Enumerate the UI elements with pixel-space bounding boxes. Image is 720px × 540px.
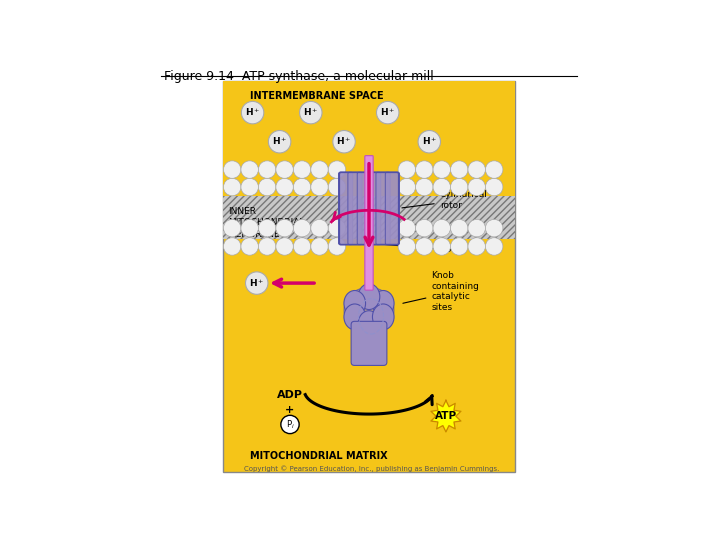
FancyBboxPatch shape	[348, 172, 362, 245]
Ellipse shape	[358, 284, 380, 309]
Text: H$^+$: H$^+$	[303, 106, 318, 118]
Circle shape	[246, 272, 268, 294]
Bar	[223, 82, 515, 196]
Text: Knob
containing
catalytic
sites: Knob containing catalytic sites	[403, 271, 480, 312]
Circle shape	[418, 131, 441, 153]
Text: H$^+$: H$^+$	[272, 136, 287, 147]
Text: Cylindrical
rotor: Cylindrical rotor	[402, 190, 487, 210]
Circle shape	[415, 178, 433, 196]
Text: Rod: Rod	[377, 244, 456, 254]
Circle shape	[398, 219, 415, 237]
Circle shape	[333, 131, 355, 153]
FancyBboxPatch shape	[351, 321, 387, 366]
Circle shape	[241, 178, 258, 196]
Circle shape	[223, 219, 241, 237]
Circle shape	[300, 102, 322, 124]
Text: INNER
MITOCHONDRIAL
MEMBRANE: INNER MITOCHONDRIAL MEMBRANE	[228, 206, 304, 239]
Text: ATP: ATP	[435, 411, 457, 421]
Circle shape	[485, 178, 503, 196]
Ellipse shape	[344, 287, 394, 333]
Circle shape	[276, 161, 293, 178]
Ellipse shape	[344, 304, 366, 330]
Circle shape	[293, 219, 311, 237]
Circle shape	[468, 238, 485, 255]
Circle shape	[281, 415, 299, 434]
Text: +: +	[285, 405, 294, 415]
Circle shape	[451, 219, 468, 237]
Circle shape	[293, 161, 311, 178]
Circle shape	[415, 238, 433, 255]
Circle shape	[311, 238, 328, 255]
Circle shape	[311, 219, 328, 237]
Circle shape	[276, 238, 293, 255]
Circle shape	[451, 178, 468, 196]
Text: ADP: ADP	[277, 390, 303, 400]
Circle shape	[415, 161, 433, 178]
Ellipse shape	[358, 310, 380, 336]
Circle shape	[293, 238, 311, 255]
Circle shape	[276, 219, 293, 237]
Circle shape	[377, 102, 399, 124]
Circle shape	[328, 178, 346, 196]
Circle shape	[433, 219, 451, 237]
Circle shape	[328, 161, 346, 178]
Bar	[223, 196, 515, 239]
Circle shape	[258, 219, 276, 237]
Circle shape	[258, 238, 276, 255]
Circle shape	[241, 161, 258, 178]
Text: H$^+$: H$^+$	[245, 106, 261, 118]
Text: H$^+$: H$^+$	[336, 136, 352, 147]
FancyBboxPatch shape	[338, 172, 353, 245]
Circle shape	[433, 178, 451, 196]
Ellipse shape	[372, 304, 394, 330]
Text: MITOCHONDRIAL MATRIX: MITOCHONDRIAL MATRIX	[251, 451, 388, 462]
FancyBboxPatch shape	[365, 156, 373, 290]
Text: Figure 9.14  ATP synthase, a molecular mill: Figure 9.14 ATP synthase, a molecular mi…	[164, 70, 433, 83]
Circle shape	[328, 238, 346, 255]
Circle shape	[311, 161, 328, 178]
Circle shape	[485, 161, 503, 178]
Circle shape	[311, 178, 328, 196]
Circle shape	[451, 238, 468, 255]
Circle shape	[485, 238, 503, 255]
Polygon shape	[431, 400, 461, 432]
Circle shape	[433, 238, 451, 255]
FancyBboxPatch shape	[385, 172, 400, 245]
Ellipse shape	[344, 291, 366, 316]
Circle shape	[241, 238, 258, 255]
FancyBboxPatch shape	[357, 172, 372, 245]
Circle shape	[276, 178, 293, 196]
Bar	[223, 196, 515, 239]
Circle shape	[485, 219, 503, 237]
FancyBboxPatch shape	[376, 172, 390, 245]
Circle shape	[468, 178, 485, 196]
Text: P$_i$: P$_i$	[286, 418, 294, 431]
Circle shape	[451, 161, 468, 178]
Text: H$^+$: H$^+$	[249, 277, 264, 288]
Circle shape	[328, 219, 346, 237]
FancyBboxPatch shape	[366, 172, 381, 245]
Circle shape	[468, 219, 485, 237]
Circle shape	[398, 178, 415, 196]
Circle shape	[258, 178, 276, 196]
Circle shape	[293, 178, 311, 196]
Circle shape	[241, 219, 258, 237]
Circle shape	[223, 161, 241, 178]
Circle shape	[269, 131, 291, 153]
Ellipse shape	[372, 291, 394, 316]
Circle shape	[468, 161, 485, 178]
Circle shape	[398, 238, 415, 255]
Circle shape	[223, 178, 241, 196]
Circle shape	[258, 161, 276, 178]
Circle shape	[415, 219, 433, 237]
Circle shape	[223, 238, 241, 255]
Text: H$^+$: H$^+$	[422, 136, 437, 147]
Circle shape	[241, 102, 264, 124]
Bar	[223, 82, 515, 472]
Text: H$^+$: H$^+$	[380, 106, 395, 118]
Text: INTERMEMBRANE SPACE: INTERMEMBRANE SPACE	[251, 91, 384, 101]
Text: Copyright © Pearson Education, Inc., publishing as Benjamin Cummings.: Copyright © Pearson Education, Inc., pub…	[244, 465, 500, 472]
Circle shape	[433, 161, 451, 178]
Circle shape	[398, 161, 415, 178]
